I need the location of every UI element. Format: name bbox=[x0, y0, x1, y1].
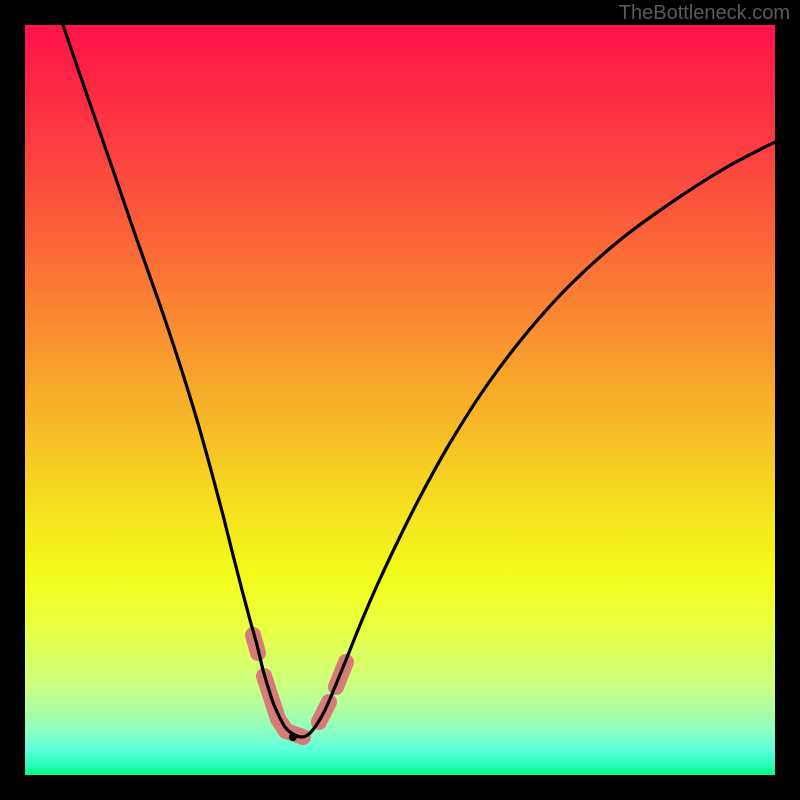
curve-overlay bbox=[25, 25, 775, 775]
watermark-text: TheBottleneck.com bbox=[619, 2, 790, 25]
curve-minimum-marker bbox=[289, 733, 297, 741]
chart-plot-area bbox=[25, 25, 775, 775]
bottleneck-curve bbox=[63, 25, 775, 737]
